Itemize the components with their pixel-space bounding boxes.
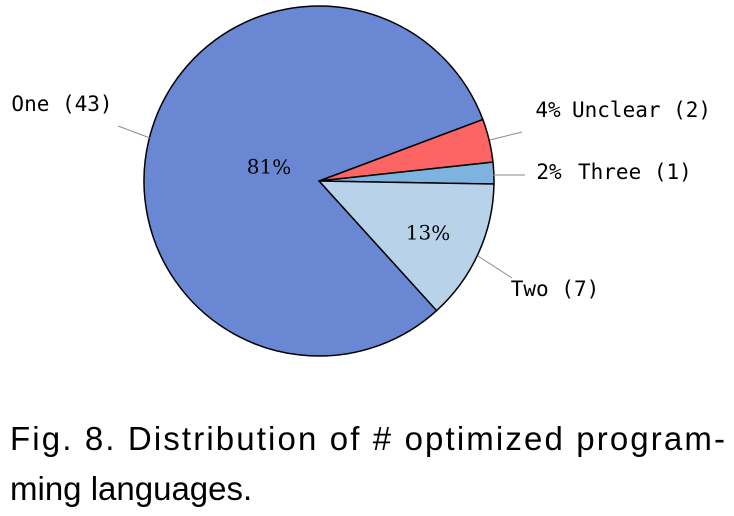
- percent-label: 4%: [535, 98, 561, 122]
- slice-label: One (43): [11, 92, 112, 116]
- percent-sign: %: [431, 221, 450, 245]
- pie-slice: [143, 5, 484, 357]
- percent-label: 2%: [536, 160, 562, 184]
- slice-label: Two (7): [511, 277, 600, 301]
- slice-label: Three (1): [578, 160, 692, 184]
- pie-slice: [317, 180, 495, 312]
- percent-label: 13%: [406, 221, 450, 245]
- percent-sign: %: [548, 98, 561, 122]
- percent-sign: %: [272, 155, 291, 179]
- leader-line: [477, 255, 513, 279]
- leader-line: [489, 131, 523, 141]
- pie: Unclear (2) 4% Three (1) 2% Two (7) 13% One (4…: [11, 5, 711, 357]
- caption-line: ming languages.: [10, 470, 252, 507]
- caption-line: Fig. 8. Distribution of # optimized prog…: [10, 420, 725, 457]
- percent-sign: %: [549, 160, 562, 184]
- percent-label: 81%: [247, 155, 291, 179]
- leader-line: [117, 125, 151, 139]
- slice-label: Unclear (2): [572, 98, 711, 122]
